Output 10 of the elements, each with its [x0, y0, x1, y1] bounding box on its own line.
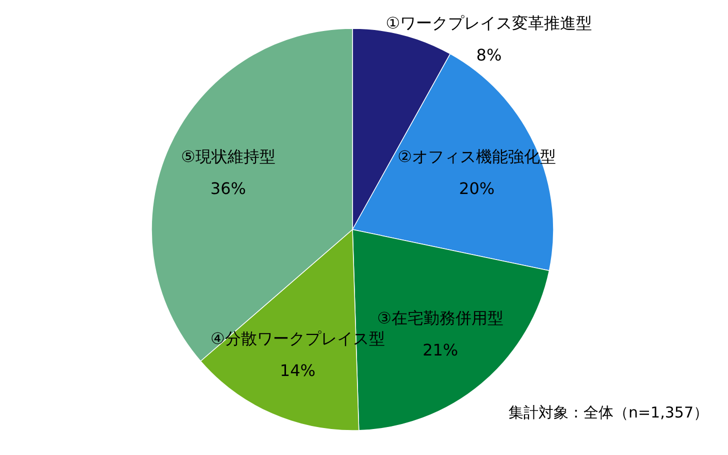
data-label: 8%: [476, 45, 502, 64]
slice-label: ③在宅勤務併用型: [377, 308, 504, 328]
slice-label: ①ワークプレイス変革推進型: [386, 13, 592, 32]
text: 集計対象：全体（n=1,357）: [508, 404, 709, 422]
slice-label: ⑤現状維持型: [181, 147, 276, 166]
data-label: 36%: [210, 179, 246, 198]
data-label: 21%: [422, 340, 458, 360]
slice-label: ②オフィス機能強化型: [398, 147, 556, 166]
data-label: 14%: [280, 361, 316, 380]
data-label: 20%: [459, 179, 495, 198]
